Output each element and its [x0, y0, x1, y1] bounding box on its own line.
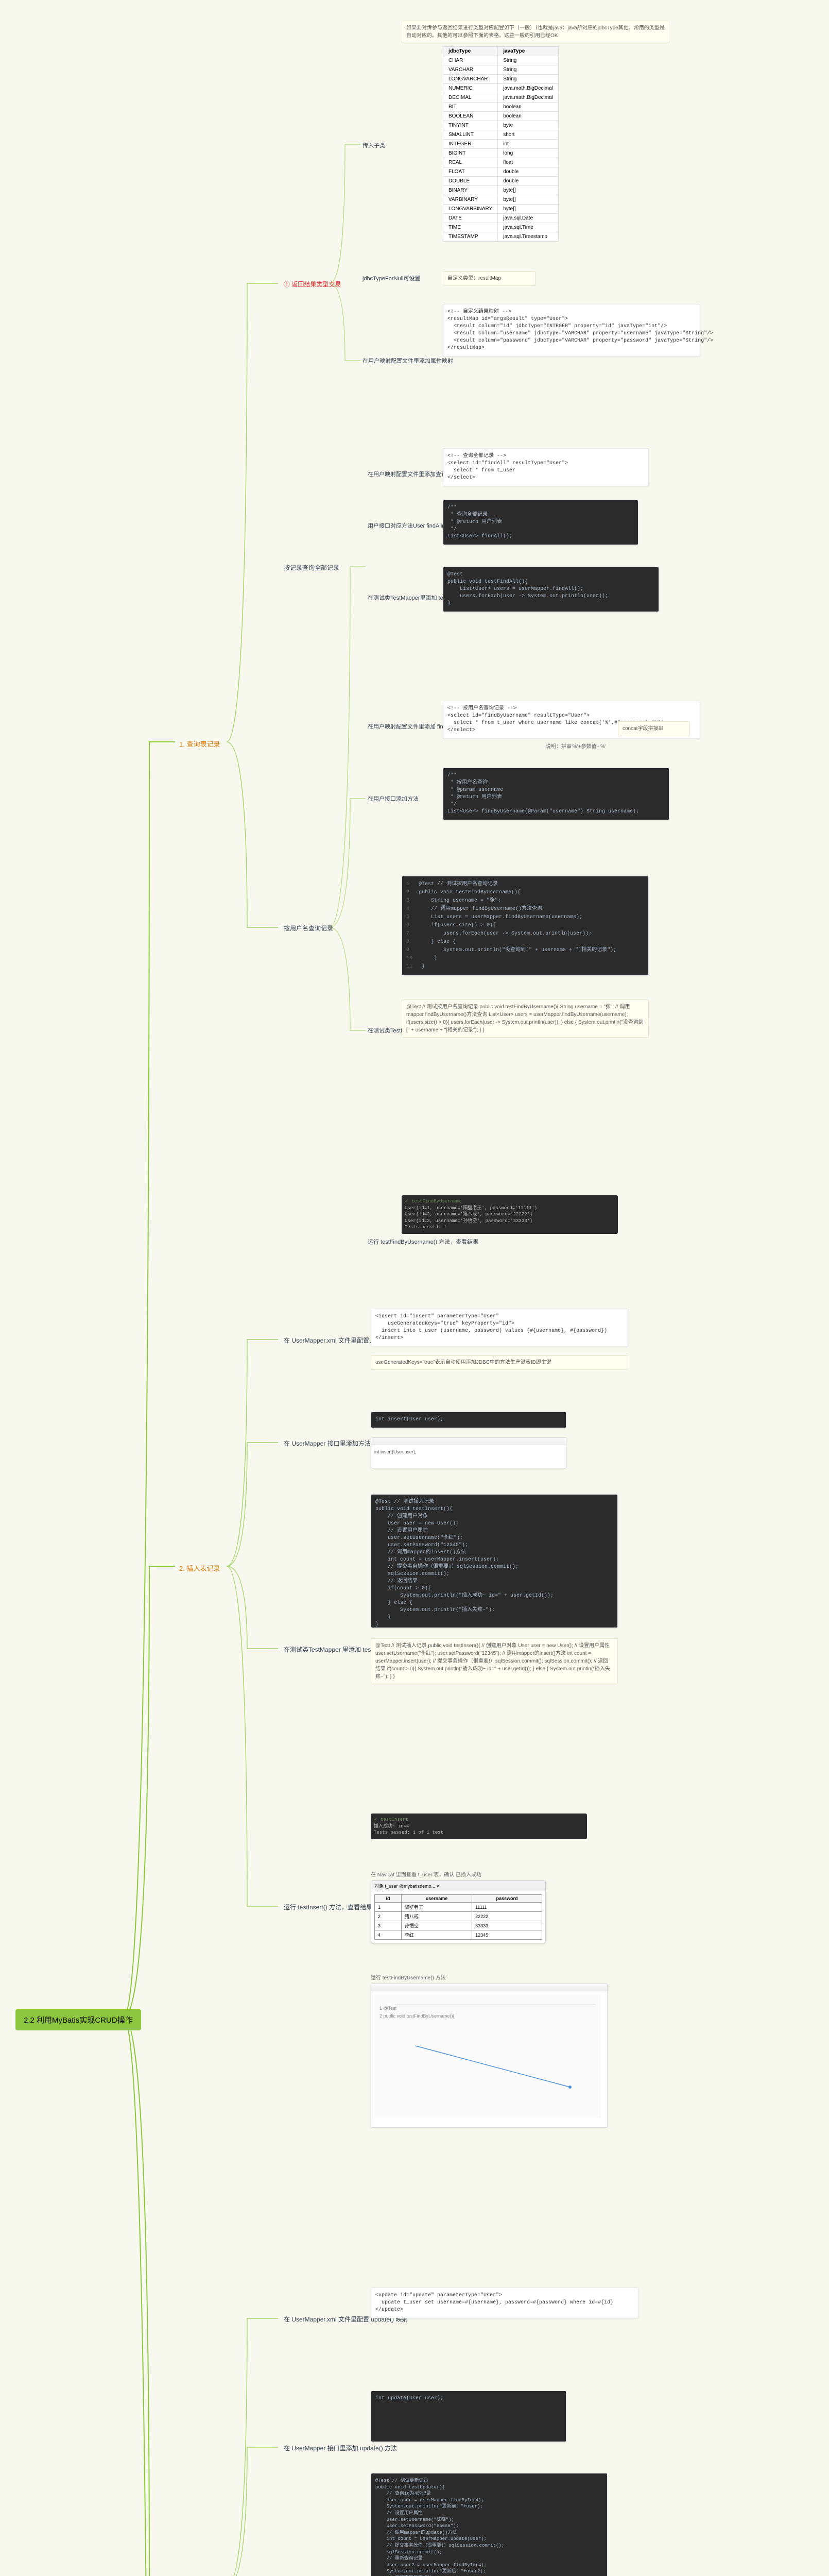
shot-insert-iface: int insert(User user); [371, 1437, 566, 1468]
console-insert: ✓ testInsert 插入成功~ id=4 Tests passed: 1 … [371, 1814, 587, 1839]
code-findall-map: <!-- 查询全部记录 --> <select id="findAll" res… [443, 448, 649, 486]
code-byname-test: 1 @Test // 测试按用户名查询记录 2 public void test… [402, 876, 649, 976]
node-result-type: ① 返回结果类型交易 [281, 278, 344, 290]
code-insert-iface: int insert(User user); [371, 1412, 566, 1428]
code-update-test: @Test // 测试更新记录 public void testUpdate()… [371, 2473, 608, 2576]
desc-insert-test: @Test // 测试插入记录 public void testInsert()… [371, 1638, 618, 1684]
node-jdbctype-custom: jdbcTypeForNull可设置 [360, 273, 422, 283]
byname-test-desc: @Test // 测试按用户名查询记录 public void testFind… [402, 999, 649, 1038]
svg-text:1 @Test: 1 @Test [379, 2006, 397, 2011]
code-update-map: <update id="update" parameterType="User"… [371, 2287, 638, 2318]
code-update-iface: int update(User user); [371, 2391, 566, 2442]
node-byname: 按用户名查询记录 [281, 922, 336, 934]
node-byname-run: 运行 testFindByUsername() 方法，查看结果 [366, 1236, 480, 1247]
code-insert-map: <insert id="insert" parameterType="User"… [371, 1309, 628, 1347]
node-byname-iface: 在用户接口添加方法 [366, 793, 421, 804]
shot-insert-verify: 1 @Test 2 public void testFindByUsername… [371, 1984, 608, 2128]
navicat-insert: 对象 t_user @mybatisdemo... × idusernamepa… [371, 1880, 546, 1943]
node-param-type: 传入子类 [360, 140, 387, 150]
root-node: 2.2 利用MyBatis实现CRUD操作 [15, 2009, 141, 2030]
section-insert: 2. 插入表记录 [175, 1561, 224, 1575]
node-insert-verify2: 运行 testFindByUsername() 方法 [371, 1973, 446, 1981]
console-byname: ✓ testFindByUsername User{id=1, username… [402, 1195, 618, 1234]
custom-type-note: 自定义类型：resultMap [443, 271, 536, 286]
note-concat2: 说明：拼串'%'+参数值+'%' [546, 742, 606, 750]
note-insert-keys: useGeneratedKeys="true"表示自动使用添加JDBC中的方法生… [371, 1355, 628, 1370]
code-byname-iface: /** * 按用户名查询 * @param username * @return… [443, 768, 669, 820]
node-resultmap-title: 在用户映射配置文件里添加属性映射 [360, 355, 455, 366]
connector-lines [0, 0, 829, 2576]
node-findall: 按记录查询全部记录 [281, 562, 342, 573]
code-findall-iface: /** * 查询全部记录 * @return 用户列表 */ List<User… [443, 500, 638, 545]
jdbc-java-type-table: jdbcTypejavaType CHARStringVARCHARString… [443, 46, 559, 242]
section-query: 1. 查询表记录 [175, 737, 224, 751]
code-resultmap: <!-- 自定义结果映射 --> <resultMap id="argsResu… [443, 304, 700, 357]
node-insert-verify: 在 Navicat 里面查看 t_user 表，确认 已插入成功 [371, 1870, 481, 1878]
svg-text:2 public void testFindByUsern: 2 public void testFindByUsername(){ [379, 2013, 455, 2019]
note-concat: concat字段拼接串 [618, 721, 690, 736]
node-insert-run: 运行 testInsert() 方法，查看结果 [281, 1901, 375, 1913]
code-insert-test: @Test // 测试插入记录 public void testInsert()… [371, 1494, 618, 1628]
node-update-iface: 在 UserMapper 接口里添加 update() 方法 [281, 2442, 400, 2454]
code-findall-test: @Test public void testFindAll(){ List<Us… [443, 567, 659, 612]
type-note: 如果要对传参与返回结果进行类型对应配置如下（一般）（也就是java）java所对… [402, 21, 669, 43]
node-insert-iface: 在 UserMapper 接口里添加方法 [281, 1437, 374, 1449]
